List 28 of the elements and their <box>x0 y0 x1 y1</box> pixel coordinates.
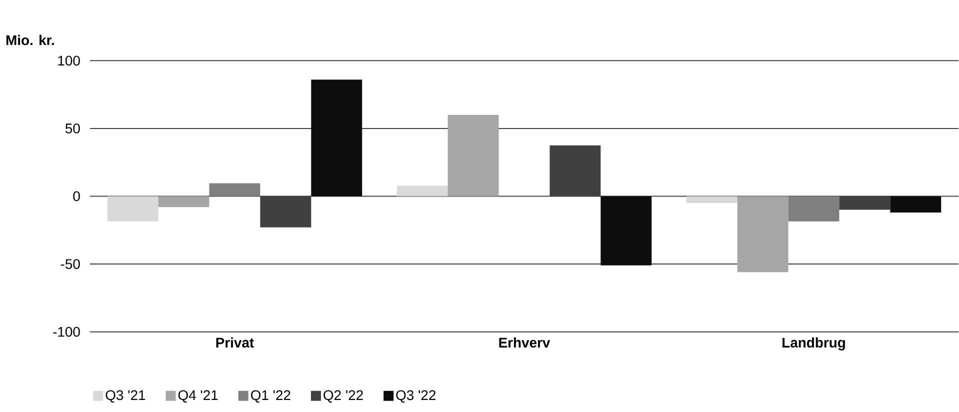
bar <box>260 196 312 228</box>
bar <box>686 196 738 204</box>
bar <box>788 196 840 222</box>
legend-label: Q3 '22 <box>396 390 436 403</box>
bar <box>839 196 890 210</box>
bar <box>209 183 260 196</box>
bar <box>448 115 499 196</box>
y-tick-label: -100 <box>53 326 80 337</box>
y-axis-title: Mio. kr. <box>6 35 54 46</box>
bar <box>600 196 652 266</box>
bar <box>396 186 448 196</box>
legend-label: Q1 '22 <box>250 390 290 403</box>
y-tick-label: 50 <box>66 124 80 134</box>
y-tick-label: 100 <box>58 56 80 66</box>
bar <box>158 196 210 208</box>
bar <box>311 80 362 196</box>
y-tick-label: 0 <box>73 191 80 202</box>
legend-label: Q3 '21 <box>106 390 146 403</box>
x-tick-label: Erhverv <box>499 337 550 348</box>
bar <box>107 196 158 222</box>
legend-label: Q2 '22 <box>324 390 363 403</box>
bar <box>737 196 788 272</box>
bar <box>550 146 601 196</box>
legend-label: Q4 '21 <box>178 390 218 403</box>
x-tick-label: Landbrug <box>782 337 845 351</box>
x-tick-label: Privat <box>216 337 254 348</box>
bar <box>890 196 942 213</box>
y-tick-label: -50 <box>60 259 80 270</box>
